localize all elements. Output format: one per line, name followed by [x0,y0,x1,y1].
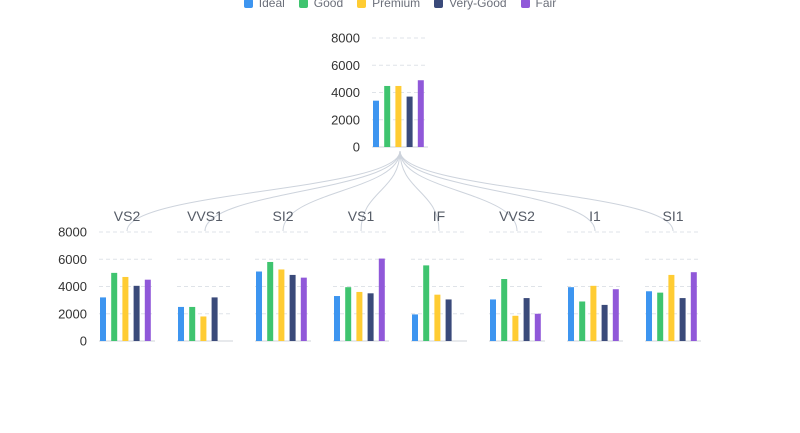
legend-swatch-fair [520,0,530,8]
bar-root-very-good [406,96,413,147]
bar-vs2-fair [144,279,151,341]
bar-si1-fair [690,272,697,341]
connector-line-vs1 [360,150,401,232]
category-label-vvs1: VVS1 [187,208,223,224]
bar-si1-very-good [679,298,686,341]
y-tick-label: 8000 [331,31,360,46]
mini-chart-vs1 [333,231,389,342]
connector-line-vvs2 [399,150,518,232]
connector-line-si2 [282,150,401,232]
y-tick-label: 8000 [58,225,87,240]
tree-connectors [126,150,674,232]
bar-si1-ideal [646,291,652,341]
legend-label-premium: Premium [372,0,421,10]
mini-chart-vvs2 [489,231,545,342]
bar-if-premium [434,294,441,341]
mini-chart-si2 [255,231,311,342]
y-tick-label: 4000 [331,85,360,100]
bar-i1-good [579,301,586,341]
bar-if-good [423,265,430,341]
bar-if-ideal [412,314,418,341]
category-label-if: IF [433,208,445,224]
bar-si1-good [657,292,664,341]
bar-si2-fair [300,277,307,341]
category-label-vs2: VS2 [114,208,141,224]
category-label-vvs2: VVS2 [499,208,535,224]
y-tick-label: 0 [80,334,87,349]
bar-si2-very-good [289,274,296,341]
legend-item-fair[interactable]: Fair [520,0,557,10]
mini-chart-si1 [645,231,701,342]
bar-vvs1-good [189,306,196,341]
bar-vs1-ideal [334,296,340,341]
bar-vvs1-very-good [211,297,218,341]
mini-chart-vs2: 0 2000 4000 6000 8000 [58,225,155,349]
connector-line-vvs1 [204,150,401,232]
bar-vvs2-fair [534,313,541,341]
bar-root-ideal [373,100,379,147]
y-tick-label: 2000 [58,306,87,321]
legend: Ideal Good Premium Very-Good Fair [0,0,800,12]
connector-line-si1 [399,150,674,232]
bar-i1-premium [590,285,597,341]
connector-line-vs2 [126,150,401,232]
bar-root-fair [417,80,424,147]
bar-vs1-premium [356,291,363,341]
bar-i1-fair [612,289,619,341]
legend-swatch-good [298,0,308,8]
bar-si2-good [267,261,274,341]
bar-vvs1-ideal [178,306,184,341]
y-tick-label: 6000 [58,252,87,267]
legend-label-very-good: Very-Good [449,0,507,10]
connector-line-if [399,150,440,232]
category-label-vs1: VS1 [348,208,375,224]
bar-vs2-good [111,272,118,341]
mini-chart-if [411,231,467,342]
bar-i1-ideal [568,287,574,341]
bar-si2-premium [278,269,285,341]
category-label-si2: SI2 [272,208,293,224]
bar-if-very-good [445,299,452,341]
y-tick-label: 2000 [331,112,360,127]
legend-label-fair: Fair [535,0,557,10]
bar-vs2-very-good [133,285,140,341]
legend-swatch-premium [357,0,367,8]
connector-line-i1 [399,150,596,232]
bar-vvs2-very-good [523,298,530,341]
legend-item-very-good[interactable]: Very-Good [434,0,507,10]
bar-root-premium [395,85,402,147]
legend-item-good[interactable]: Good [298,0,344,10]
bar-vs2-premium [122,276,129,341]
category-label-i1: I1 [589,208,601,224]
bar-vvs2-good [501,279,508,341]
y-tick-label: 4000 [58,279,87,294]
bar-vs1-fair [378,258,385,341]
bar-si2-ideal [256,271,262,341]
bar-vs1-very-good [367,293,374,341]
bar-vvs2-ideal [490,299,496,341]
bar-vs1-good [345,287,352,341]
category-label-si1: SI1 [662,208,683,224]
legend-label-ideal: Ideal [258,0,285,10]
bar-vvs1-premium [200,316,207,341]
legend-swatch-ideal [243,0,253,8]
y-tick-label: 6000 [331,58,360,73]
bar-i1-very-good [601,304,608,341]
legend-item-premium[interactable]: Premium [357,0,420,10]
legend-label-good: Good [313,0,344,10]
mini-chart-root: 0 2000 4000 6000 8000 [331,31,428,155]
bar-root-good [384,85,391,147]
bar-vs2-ideal [100,297,106,341]
bar-vvs2-premium [512,315,519,341]
mini-chart-vvs1 [177,231,233,342]
legend-swatch-very-good [434,0,444,8]
legend-item-ideal[interactable]: Ideal [243,0,285,10]
mini-chart-i1 [567,231,623,342]
bar-si1-premium [668,274,675,341]
y-tick-label: 0 [353,140,360,155]
